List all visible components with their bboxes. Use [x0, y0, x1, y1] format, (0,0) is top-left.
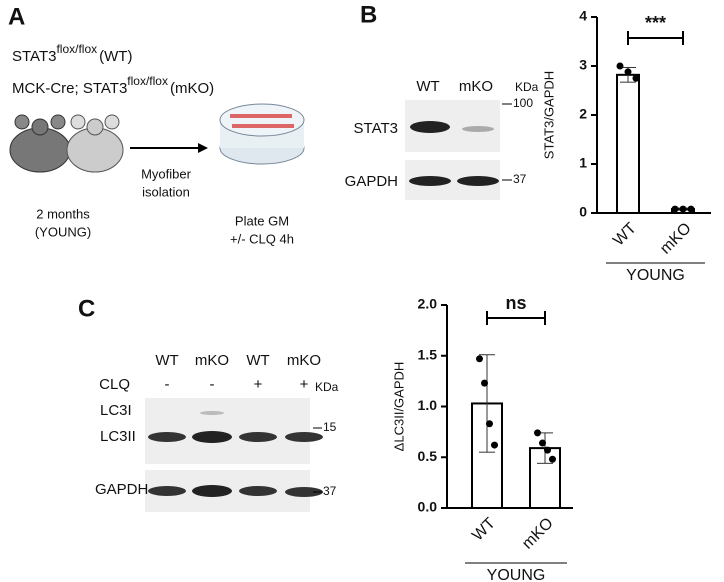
data-point — [534, 429, 541, 437]
genotype-wt: STAT3flox/flox (WT) — [12, 42, 132, 65]
y-tick-label: 3 — [579, 57, 587, 73]
y-tick-label: 1.0 — [418, 397, 438, 413]
x-tick-label: WT — [610, 220, 640, 250]
step-label: Myofiber — [141, 166, 192, 181]
data-point — [486, 420, 493, 428]
blot — [145, 398, 310, 464]
mice-label: (YOUNG) — [35, 224, 91, 239]
y-axis-label: STAT3/GAPDH — [541, 71, 556, 159]
data-point — [679, 205, 687, 213]
band — [410, 121, 450, 133]
mice — [9, 114, 124, 173]
data-point — [616, 62, 624, 70]
plate-label: +/- CLQ 4h — [230, 231, 294, 246]
lane-label: WT — [416, 78, 439, 95]
band-label: LC3I — [100, 402, 132, 419]
significance: ns — [505, 293, 526, 313]
marker: 100 — [513, 96, 533, 110]
panel-label: B — [360, 1, 377, 28]
y-tick-label: 1.5 — [418, 346, 438, 362]
lane-label: WT — [155, 352, 178, 369]
lane-label: WT — [246, 352, 269, 369]
y-tick-label: 2 — [579, 106, 587, 122]
text: (WT) — [99, 48, 132, 65]
superscript: flox/flox — [56, 42, 97, 56]
treatment: - — [165, 376, 170, 393]
marker: 15 — [323, 420, 337, 434]
bands — [148, 411, 323, 443]
y-tick-label: 1 — [579, 155, 587, 171]
data-point — [624, 68, 632, 76]
arrow-head — [198, 143, 208, 153]
bar — [616, 73, 640, 214]
treatment-label: CLQ — [99, 376, 130, 393]
data-point — [549, 455, 556, 463]
marker: 37 — [513, 172, 527, 186]
text: (mKO) — [170, 80, 214, 97]
data-point — [687, 205, 695, 213]
treatment: + — [300, 376, 309, 393]
bands — [148, 485, 323, 497]
x-tick-label: mKO — [657, 220, 695, 258]
superscript: flox/flox — [127, 74, 168, 88]
petri-dish — [219, 103, 305, 165]
lane-label: mKO — [459, 78, 493, 95]
data-point — [491, 441, 498, 449]
data-point — [632, 74, 640, 82]
step-label: isolation — [142, 184, 190, 199]
significance: *** — [645, 13, 666, 33]
treatment: + — [254, 376, 263, 393]
panel-label: C — [78, 295, 95, 322]
band — [409, 176, 451, 186]
band-label: LC3II — [100, 428, 136, 445]
y-tick-label: 4 — [579, 8, 587, 24]
blot-label: STAT3 — [354, 120, 398, 137]
band — [462, 126, 494, 132]
x-tick-label: mKO — [519, 515, 557, 553]
group-label: YOUNG — [626, 267, 685, 284]
treatment: - — [210, 376, 215, 393]
lane-label: mKO — [287, 352, 321, 369]
genotype-mko: MCK-Cre; STAT3flox/flox (mKO) — [12, 74, 214, 97]
band — [457, 176, 499, 186]
blot-label: GAPDH — [95, 481, 148, 498]
text: STAT3 — [12, 48, 56, 65]
plate-label: Plate GM — [235, 213, 289, 228]
data-point — [476, 355, 483, 363]
y-axis-label: ΔLC3II/GAPDH — [391, 362, 406, 452]
data-point — [481, 379, 488, 387]
unit: KDa — [515, 80, 539, 94]
x-tick-label: WT — [469, 515, 499, 545]
lane-label: mKO — [195, 352, 229, 369]
text: MCK-Cre; STAT3 — [12, 80, 127, 97]
unit: KDa — [315, 380, 339, 394]
y-tick-label: 0.0 — [418, 499, 438, 515]
y-tick-label: 0.5 — [418, 448, 438, 464]
data-point — [544, 446, 551, 454]
mice-label: 2 months — [36, 206, 90, 221]
group-label: YOUNG — [487, 567, 546, 582]
blot-label: GAPDH — [345, 173, 398, 190]
data-point — [671, 205, 679, 213]
y-tick-label: 2.0 — [418, 296, 438, 312]
data-point — [539, 439, 546, 447]
y-tick-label: 0 — [579, 204, 587, 220]
panel-label: A — [8, 3, 25, 30]
marker: 37 — [323, 484, 337, 498]
